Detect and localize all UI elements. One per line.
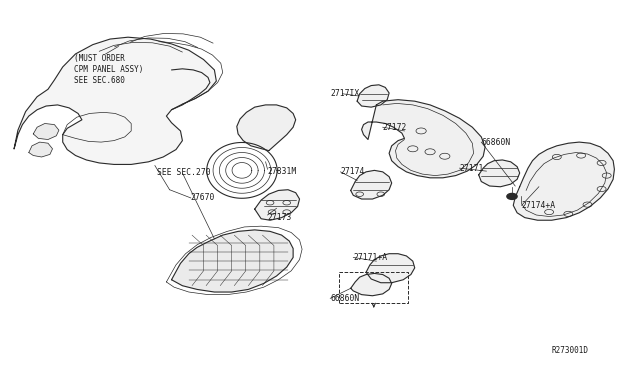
Polygon shape: [29, 142, 52, 157]
Text: 27171: 27171: [460, 164, 484, 173]
Polygon shape: [351, 273, 392, 296]
Circle shape: [507, 193, 517, 199]
Polygon shape: [357, 85, 389, 107]
Polygon shape: [351, 170, 392, 199]
Polygon shape: [237, 105, 296, 151]
Text: 66860N: 66860N: [330, 294, 360, 303]
Text: 27173: 27173: [268, 213, 292, 222]
Text: 66860N: 66860N: [481, 138, 511, 147]
Polygon shape: [479, 160, 520, 187]
Text: 27172: 27172: [383, 123, 407, 132]
Text: 2717IX: 2717IX: [331, 89, 360, 98]
Polygon shape: [255, 190, 300, 220]
Text: 27174+A: 27174+A: [522, 201, 556, 210]
Polygon shape: [33, 124, 59, 140]
Text: (MUST ORDER
CPM PANEL ASSY)
SEE SEC.680: (MUST ORDER CPM PANEL ASSY) SEE SEC.680: [74, 54, 143, 85]
Text: 27831M: 27831M: [268, 167, 297, 176]
Text: 27670: 27670: [191, 193, 215, 202]
Text: R273001D: R273001D: [552, 346, 589, 355]
Polygon shape: [366, 254, 415, 283]
Polygon shape: [362, 100, 485, 178]
Polygon shape: [172, 230, 293, 292]
Text: 27174: 27174: [340, 167, 365, 176]
Polygon shape: [14, 37, 216, 164]
Polygon shape: [513, 142, 614, 220]
Text: 27171+A: 27171+A: [353, 253, 387, 262]
Text: SEE SEC.270: SEE SEC.270: [157, 169, 211, 177]
